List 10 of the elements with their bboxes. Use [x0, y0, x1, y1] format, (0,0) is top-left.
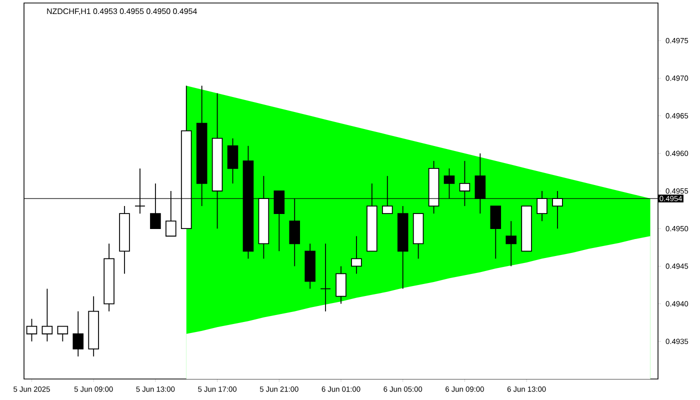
candlestick — [26, 318, 38, 342]
candlestick — [506, 220, 516, 267]
candlestick — [57, 326, 68, 342]
candlestick — [490, 206, 502, 260]
candlestick — [320, 243, 331, 312]
candlestick — [42, 288, 53, 342]
candlestick — [336, 266, 346, 304]
candlestick — [72, 310, 84, 357]
candlestick — [351, 236, 362, 274]
candlestick — [227, 138, 238, 184]
